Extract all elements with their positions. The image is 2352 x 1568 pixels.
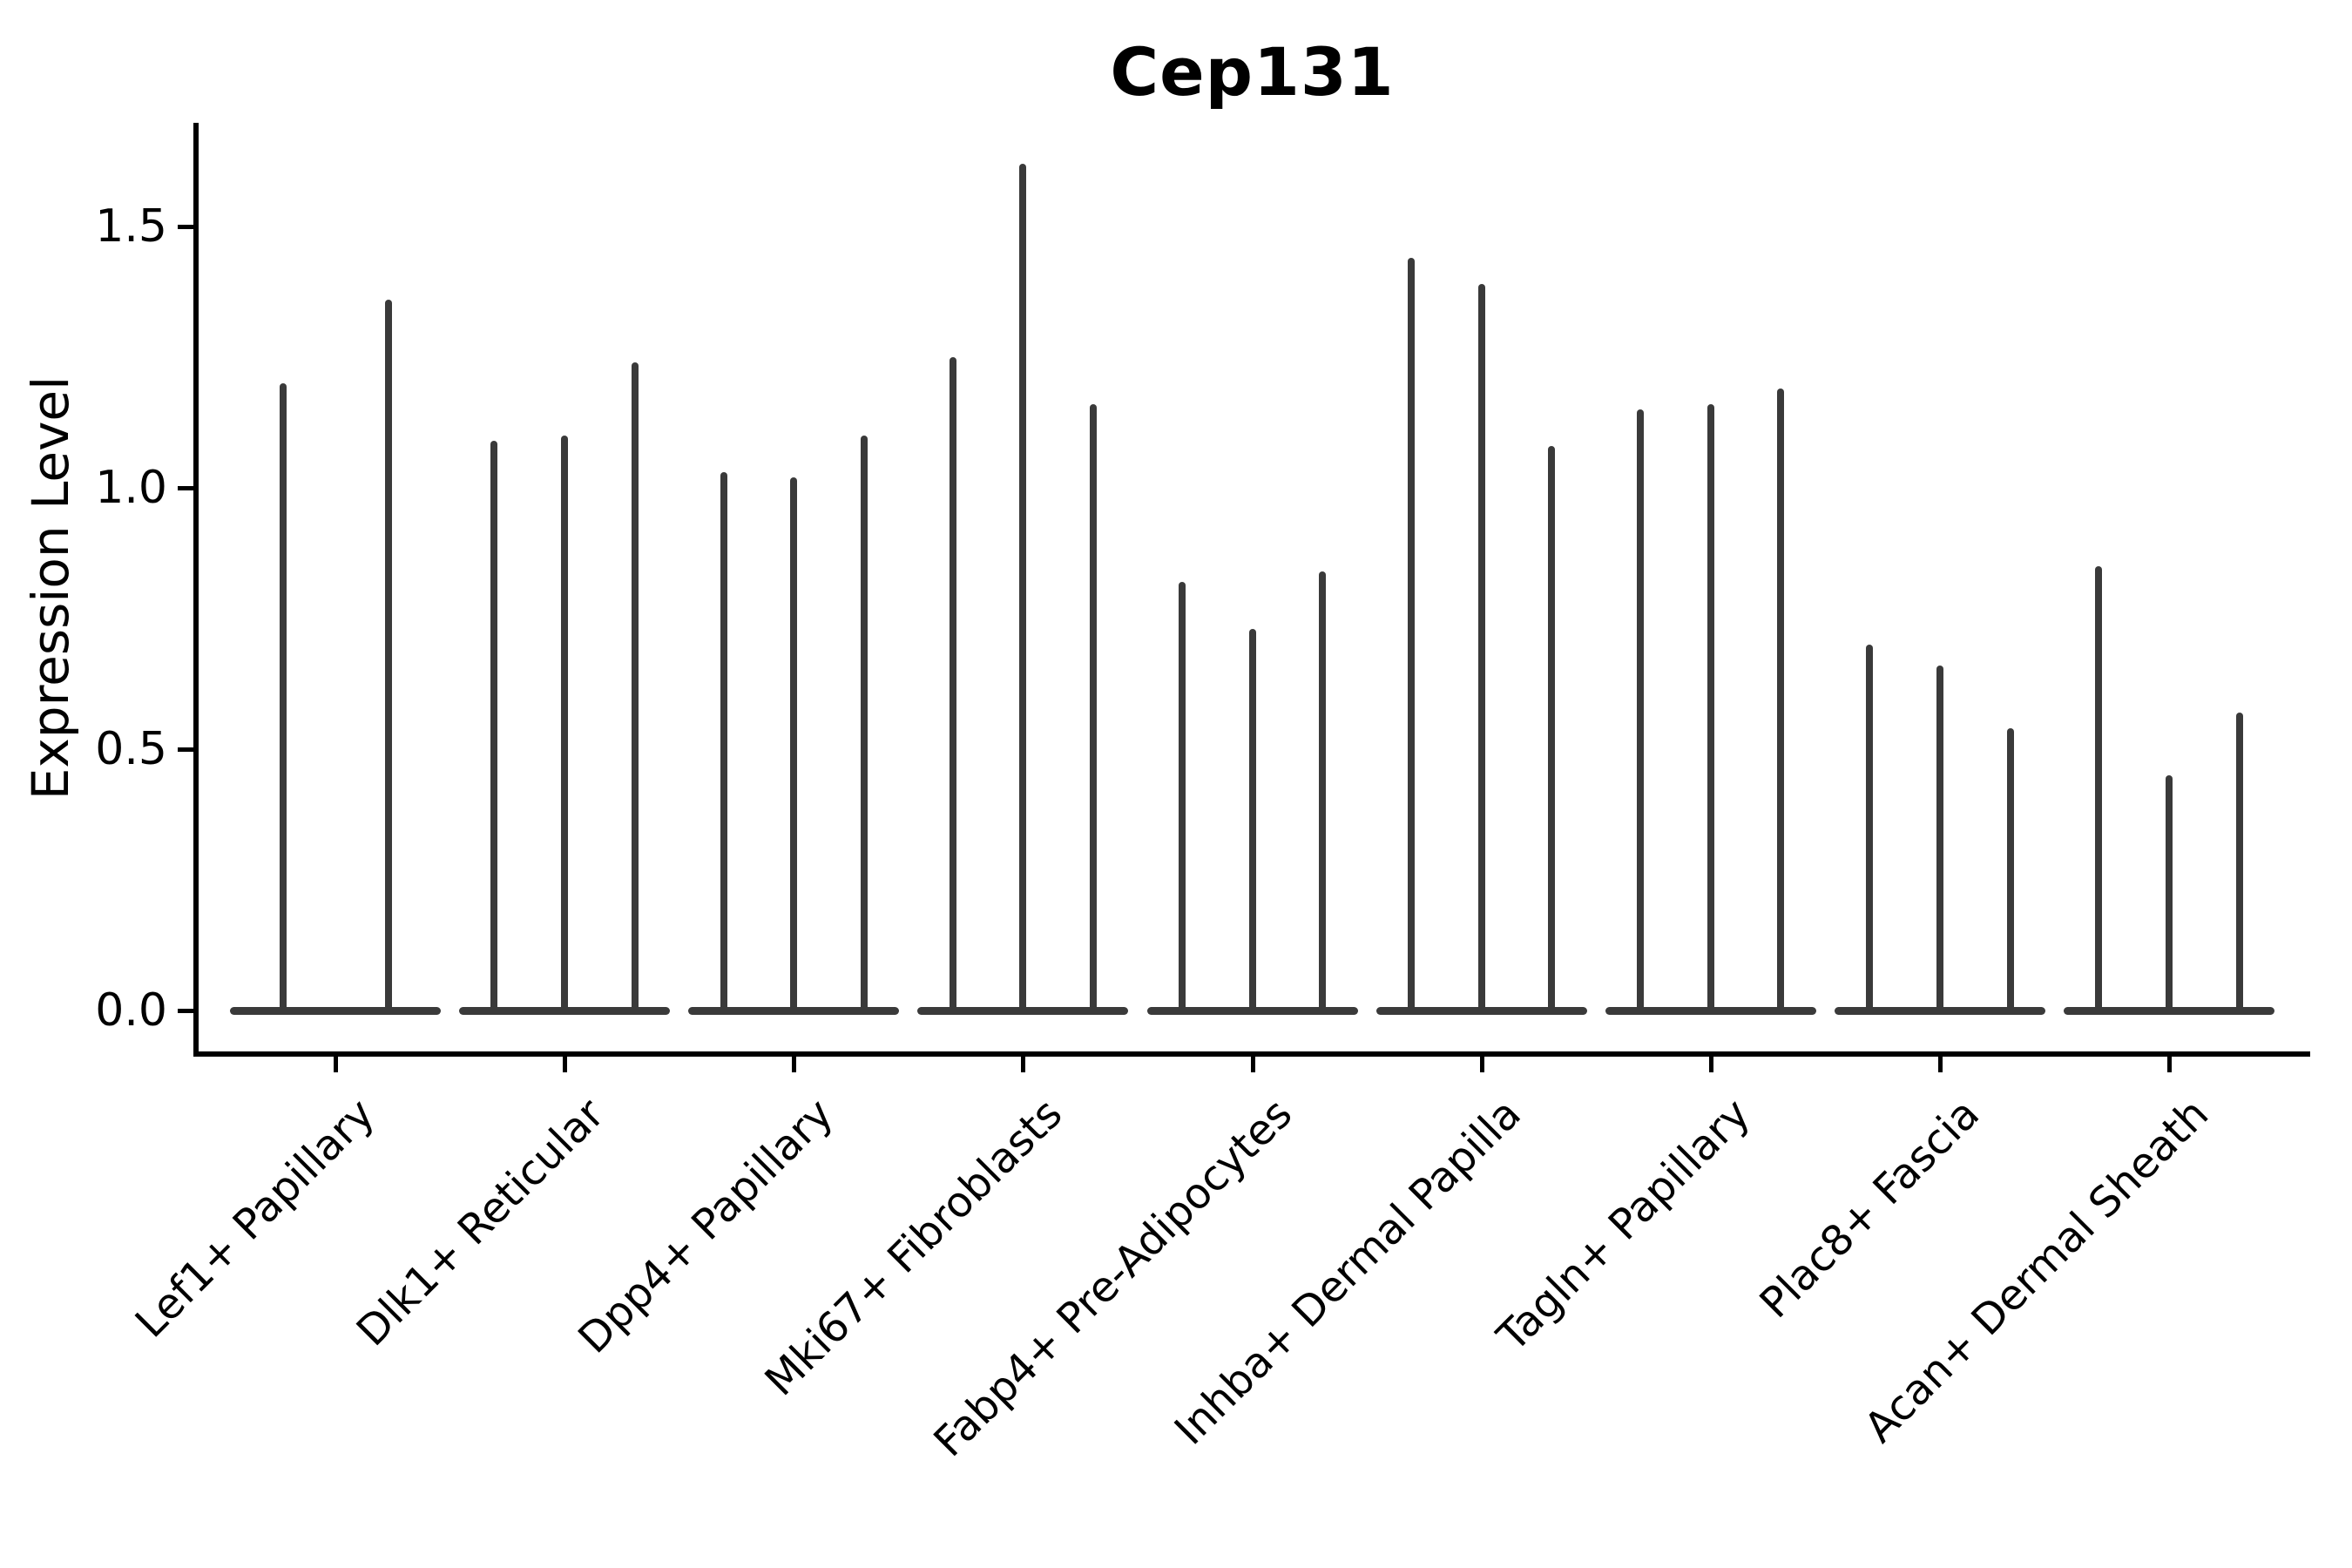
x-tick-label: Lef1+ Papillary (126, 1089, 385, 1348)
x-tick (1708, 1057, 1713, 1072)
violin-spike (631, 362, 639, 1010)
violin-spike (2006, 728, 2014, 1010)
x-tick (563, 1057, 568, 1072)
y-tick (178, 1009, 193, 1013)
violin-spike (1248, 629, 1256, 1010)
violin-base (1834, 1007, 2045, 1015)
violin-spike (2235, 713, 2243, 1010)
violin-spike (1777, 389, 1785, 1010)
violin-spike (1019, 164, 1027, 1010)
violin-spike (561, 436, 569, 1010)
y-tick (178, 747, 193, 752)
y-tick-label: 1.5 (95, 200, 167, 253)
violin-base (2064, 1007, 2274, 1015)
violin-spike (279, 383, 287, 1010)
violin-spike (1936, 666, 1943, 1010)
violin-spike (384, 300, 392, 1010)
violin-spike (720, 472, 727, 1010)
violin-base (1605, 1007, 1816, 1015)
violin-spike (2095, 566, 2103, 1010)
x-tick (1937, 1057, 1943, 1072)
violin-spike (1637, 409, 1645, 1010)
violin-spike (2166, 775, 2173, 1010)
y-tick-label: 1.0 (95, 462, 167, 514)
x-tick (2167, 1057, 2172, 1072)
violin-spike (1319, 571, 1327, 1010)
violin-base (459, 1007, 671, 1015)
violin-base (917, 1007, 1129, 1015)
y-axis-spine (193, 123, 199, 1057)
violin-base (230, 1007, 441, 1015)
violin-spike (1548, 446, 1556, 1010)
chart-title: Cep131 (1110, 33, 1395, 111)
violin-spike (1707, 404, 1714, 1010)
violin-spike (1866, 645, 1874, 1010)
x-tick (334, 1057, 338, 1072)
x-tick-label: Dpp4+ Papillary (569, 1089, 843, 1363)
x-tick (1021, 1057, 1026, 1072)
x-axis-spine (193, 1051, 2310, 1057)
violin-base (1375, 1007, 1587, 1015)
x-tick (1479, 1057, 1484, 1072)
violin-spike (949, 357, 956, 1010)
x-tick (792, 1057, 797, 1072)
violin-base (688, 1007, 900, 1015)
violin-spike (1407, 258, 1415, 1010)
x-tick-label: Plac8+ Fascia (1750, 1089, 1990, 1328)
violin-spike (1477, 284, 1485, 1010)
x-tick-label: Tagln+ Papillary (1488, 1089, 1760, 1362)
y-tick-label: 0.0 (95, 984, 167, 1037)
violin-spike (860, 436, 868, 1010)
x-tick-label: Dlk1+ Reticular (347, 1089, 614, 1356)
violin-spike (1178, 582, 1186, 1010)
violin-spike (490, 441, 498, 1010)
y-tick (178, 486, 193, 490)
violin-spike (1090, 404, 1098, 1010)
y-tick-label: 0.5 (95, 723, 167, 775)
violin-base (1146, 1007, 1358, 1015)
x-tick (1250, 1057, 1255, 1072)
y-tick (178, 225, 193, 229)
violin-spike (790, 477, 798, 1010)
